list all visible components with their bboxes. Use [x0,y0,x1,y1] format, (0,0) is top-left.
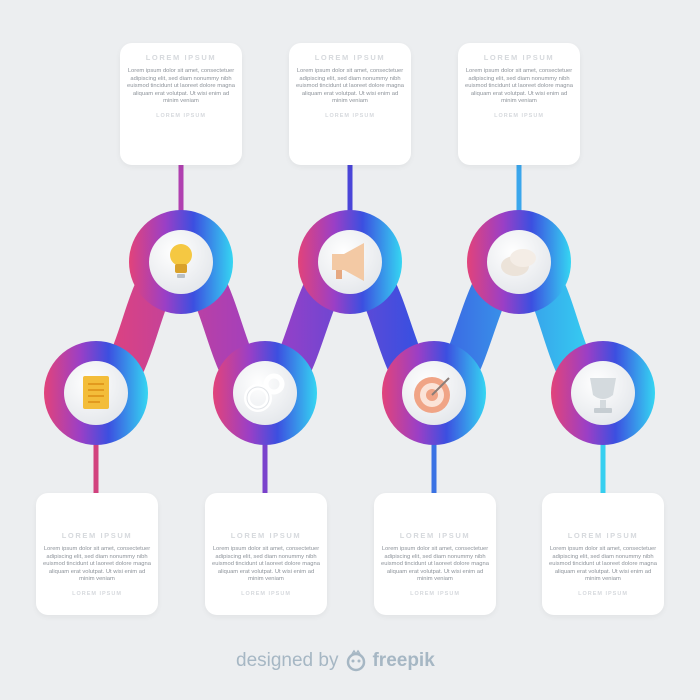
money-icon [487,230,551,294]
freepik-logo-icon [347,649,366,672]
step-card-top-2: LOREM IPSUM Lorem ipsum dolor sit amet, … [289,43,411,165]
card-body: Lorem ipsum dolor sit amet, consectetuer… [381,546,489,583]
watermark-designed-by: designed by [236,650,339,671]
card-footer: LOREM IPSUM [72,590,122,597]
card-footer: LOREM IPSUM [494,112,544,119]
card-title: LOREM IPSUM [61,531,133,540]
step-card-top-1: LOREM IPSUM Lorem ipsum dolor sit amet, … [120,43,242,165]
document-icon [64,361,128,425]
megaphone-icon [318,230,382,294]
step-card-bottom-2: LOREM IPSUM Lorem ipsum dolor sit amet, … [205,493,327,615]
card-body: Lorem ipsum dolor sit amet, consectetuer… [127,68,235,105]
trophy-icon [571,361,635,425]
card-footer: LOREM IPSUM [578,590,628,597]
card-footer: LOREM IPSUM [156,112,206,119]
step-discs [64,230,635,425]
step-card-bottom-4: LOREM IPSUM Lorem ipsum dolor sit amet, … [542,493,664,615]
lightbulb-icon [149,230,213,294]
card-body: Lorem ipsum dolor sit amet, consectetuer… [43,546,151,583]
gears-icon [233,361,297,425]
step-card-bottom-3: LOREM IPSUM Lorem ipsum dolor sit amet, … [374,493,496,615]
watermark-brand: freepik [372,650,435,671]
card-title: LOREM IPSUM [230,531,302,540]
card-footer: LOREM IPSUM [325,112,375,119]
freepik-watermark: designed by freepik [236,646,476,676]
card-footer: LOREM IPSUM [410,590,460,597]
card-title: LOREM IPSUM [314,53,386,62]
step-card-top-3: LOREM IPSUM Lorem ipsum dolor sit amet, … [458,43,580,165]
card-body: Lorem ipsum dolor sit amet, consectetuer… [212,546,320,583]
card-title: LOREM IPSUM [399,531,471,540]
card-body: Lorem ipsum dolor sit amet, consectetuer… [549,546,657,583]
card-title: LOREM IPSUM [483,53,555,62]
bottom-connectors [87,440,612,520]
card-body: Lorem ipsum dolor sit amet, consectetuer… [465,68,573,105]
card-footer: LOREM IPSUM [241,590,291,597]
card-title: LOREM IPSUM [567,531,639,540]
card-body: Lorem ipsum dolor sit amet, consectetuer… [296,68,404,105]
card-title: LOREM IPSUM [145,53,217,62]
step-card-bottom-1: LOREM IPSUM Lorem ipsum dolor sit amet, … [36,493,158,615]
target-icon [402,361,466,425]
